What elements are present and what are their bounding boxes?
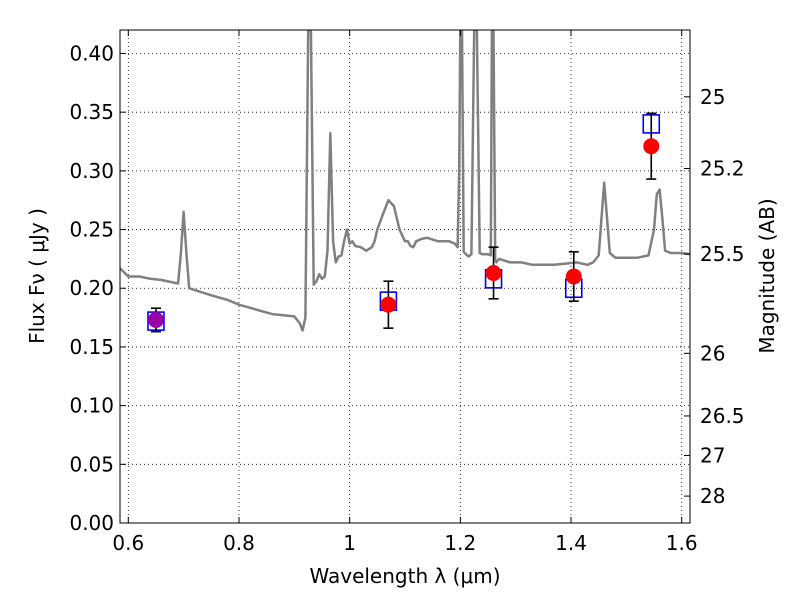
- y-tick-label: 0.05: [69, 452, 114, 476]
- observed-point: [380, 296, 397, 313]
- mag-tick-label: 28: [700, 484, 725, 508]
- y-tick-label: 0.40: [69, 41, 114, 65]
- x-tick-label: 1.2: [444, 531, 476, 555]
- y-tick-label: 0.20: [69, 276, 114, 300]
- y-tick-label: 0.25: [69, 218, 114, 242]
- mag-tick-label: 25.5: [700, 242, 745, 266]
- y-tick-label: 0.10: [69, 394, 114, 418]
- magnitude-axis-ticks: 25 25.2 25.5 26 26.5 27 28: [684, 85, 745, 508]
- y-tick-label: 0.15: [69, 335, 114, 359]
- observed-photometry: [147, 112, 660, 333]
- x-tick-label: 1.4: [555, 531, 587, 555]
- mag-tick-label: 25: [700, 85, 725, 109]
- y-axis-ticks: 0.00 0.05 0.10 0.15 0.20 0.25 0.30 0.35 0.40: [69, 41, 126, 535]
- observed-point: [147, 311, 164, 328]
- y-tick-label: 0.35: [69, 100, 114, 124]
- observed-point: [565, 268, 582, 285]
- x-tick-label: 0.6: [112, 531, 144, 555]
- mag-tick-label: 25.2: [700, 157, 745, 181]
- mag-tick-label: 26.5: [700, 404, 745, 428]
- x-axis-label: Wavelength λ (μm): [309, 564, 500, 588]
- y-axis-label: Flux Fν ( μJy ): [25, 208, 49, 344]
- plot-background: [120, 30, 690, 523]
- mag-tick-label: 26: [700, 341, 725, 365]
- x-axis-ticks: 0.6 0.8 1 1.2 1.4 1.6: [112, 30, 698, 555]
- spectrum-line: [120, 30, 690, 332]
- y-tick-label: 0.30: [69, 159, 114, 183]
- plot-area: [119, 29, 691, 524]
- x-tick-label: 1.6: [666, 531, 698, 555]
- mag-tick-label: 27: [700, 443, 725, 467]
- x-tick-label: 0.8: [223, 531, 255, 555]
- model-spectrum: [120, 30, 690, 332]
- observed-point: [485, 264, 502, 281]
- y-tick-label: 0.00: [69, 511, 114, 535]
- observed-point: [643, 138, 660, 155]
- x-tick-label: 1: [343, 531, 356, 555]
- plot-frame: [119, 29, 691, 524]
- magnitude-axis-label: Magnitude (AB): [755, 198, 779, 353]
